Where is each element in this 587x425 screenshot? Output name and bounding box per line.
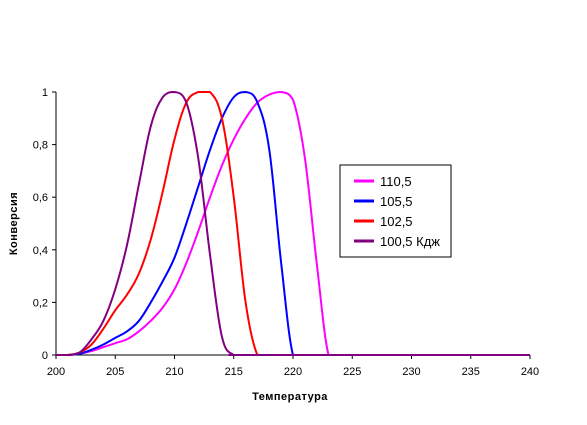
series-line-2 [56, 91, 530, 357]
x-tick-label: 240 [521, 366, 539, 378]
x-tick-label: 220 [284, 366, 302, 378]
x-axis-title: Температура [252, 391, 328, 403]
x-tick-label: 235 [462, 366, 480, 378]
legend-label: 105,5 [380, 194, 413, 209]
y-tick-label: 0,2 [33, 297, 48, 309]
y-tick-label: 0 [42, 350, 48, 362]
y-tick-label: 1 [42, 87, 48, 99]
legend-label: 100,5 Кдж [380, 234, 440, 249]
x-tick-label: 215 [225, 366, 243, 378]
series-line-1 [56, 91, 530, 356]
legend-label: 102,5 [380, 214, 413, 229]
y-tick-label: 0,4 [33, 245, 48, 257]
y-axis-title: Конверсия [8, 192, 20, 255]
y-tick-label: 0,8 [33, 140, 48, 152]
legend-label: 110,5 [380, 174, 412, 189]
x-tick-label: 225 [343, 366, 361, 378]
x-tick-label: 200 [47, 366, 65, 378]
x-tick-label: 210 [165, 366, 183, 378]
y-tick-label: 0,6 [33, 192, 48, 204]
x-tick-label: 205 [106, 366, 124, 378]
series-line-0 [56, 91, 530, 357]
series-line-3 [56, 91, 530, 357]
x-tick-label: 230 [402, 366, 420, 378]
series-layer [56, 91, 530, 357]
legend: 110,5 105,5 102,5 100,5 Кдж [339, 164, 452, 258]
axes-layer: 0 0,2 0,4 0,6 0,8 1 200 205 210 215 220 225 230 235 24… [8, 87, 539, 403]
